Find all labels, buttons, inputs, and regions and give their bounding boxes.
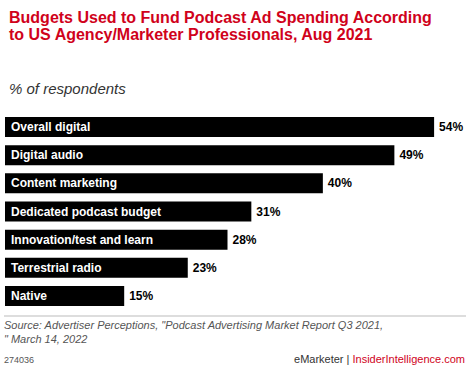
svg-text:Dedicated podcast budget: Dedicated podcast budget: [11, 205, 161, 219]
svg-text:Terrestrial radio: Terrestrial radio: [11, 261, 101, 275]
svg-text:Native: Native: [11, 289, 47, 303]
svg-text:54%: 54%: [439, 120, 463, 134]
svg-text:274036: 274036: [4, 355, 34, 365]
svg-text:40%: 40%: [328, 176, 352, 190]
svg-text:Digital audio: Digital audio: [11, 148, 83, 162]
svg-text:% of respondents: % of respondents: [9, 80, 126, 97]
svg-text:" March 14, 2022: " March 14, 2022: [4, 333, 87, 345]
svg-text:Budgets Used to Fund Podcast A: Budgets Used to Fund Podcast Ad Spending…: [9, 9, 436, 26]
svg-text:eMarketer |: eMarketer |: [294, 353, 349, 365]
svg-text:Content marketing: Content marketing: [11, 176, 117, 190]
svg-text:15%: 15%: [129, 289, 153, 303]
svg-text:28%: 28%: [233, 233, 257, 247]
svg-text:to US Agency/Marketer Professi: to US Agency/Marketer Professionals, Aug…: [9, 26, 372, 43]
svg-text:49%: 49%: [399, 148, 423, 162]
svg-text:Source: Advertiser Perceptions: Source: Advertiser Perceptions, "Podcast…: [4, 319, 383, 331]
svg-text:31%: 31%: [256, 205, 280, 219]
svg-text:23%: 23%: [193, 261, 217, 275]
svg-text:Overall digital: Overall digital: [11, 120, 90, 134]
svg-text:InsiderIntelligence.com: InsiderIntelligence.com: [349, 353, 465, 365]
svg-text:Innovation/test and learn: Innovation/test and learn: [11, 233, 153, 247]
